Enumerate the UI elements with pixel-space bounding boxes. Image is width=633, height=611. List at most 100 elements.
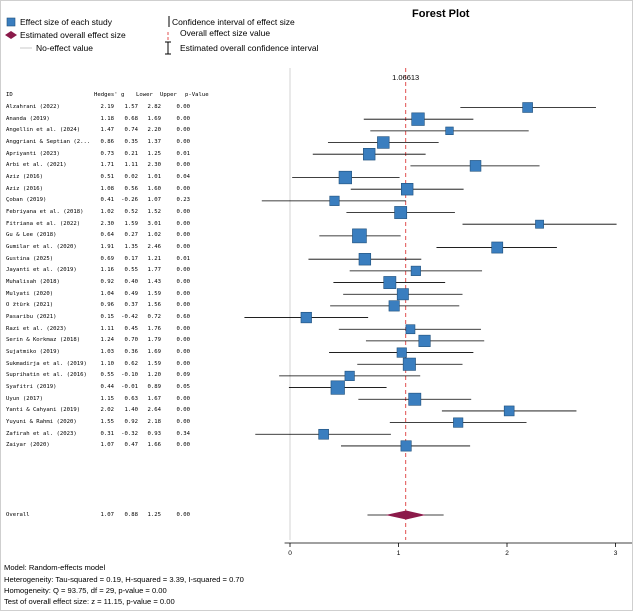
study-row-id: Febriyana et al. (2018) [6, 209, 84, 216]
study-row-upper: 2.20 [147, 127, 161, 134]
study-row-id: Gu & Lee (2018) [6, 232, 57, 239]
study-effect-box [338, 170, 352, 185]
legend-overall-ci-label: Estimated overall confidence interval [180, 43, 319, 53]
study-row-id: Zaiyar (2020) [6, 442, 50, 449]
study-effect-box [411, 112, 425, 126]
study-effect-box [503, 405, 515, 417]
study-row-g: 2.30 [100, 220, 114, 227]
study-row-id: Aziz (2016) [6, 174, 44, 181]
study-row-g: 0.86 [100, 139, 114, 145]
study-effect-box [522, 102, 533, 113]
study-row-upper: 2.18 [147, 419, 161, 426]
study-row-g: 0.73 [100, 150, 114, 157]
study-row-lower: 0.62 [124, 360, 138, 367]
study-row-p: 0.04 [176, 174, 190, 181]
study-row-p: 0.34 [176, 430, 190, 437]
study-row-upper: 1.52 [147, 209, 161, 216]
study-row-p: 0.00 [176, 395, 190, 402]
study-effect-box [388, 300, 400, 312]
study-row-lower: 0.35 [124, 139, 138, 145]
study-row-lower: 0.27 [124, 232, 138, 239]
study-row-p: 0.00 [176, 104, 190, 110]
study-row-p: 0.00 [176, 290, 190, 297]
study-effect-box [394, 206, 408, 219]
study-effect-box [408, 392, 422, 406]
study-row-p: 0.00 [176, 360, 190, 367]
overall-row-p: 0.00 [176, 511, 190, 518]
study-row-lower: -0.10 [121, 372, 138, 379]
study-row-lower: -0.32 [121, 430, 138, 437]
study-row-p: 0.01 [176, 150, 190, 157]
column-header-upper: Upper [160, 92, 177, 98]
overall-row-upper: 1.25 [147, 511, 161, 518]
study-row-p: 0.00 [176, 232, 190, 239]
study-effect-box [469, 160, 482, 172]
study-row-g: 0.69 [100, 255, 114, 262]
study-row-upper: 1.67 [147, 395, 161, 402]
x-tick-label: 1 [397, 550, 401, 557]
study-row-g: 2.19 [100, 104, 114, 110]
study-row-g: 1.11 [100, 325, 114, 332]
study-row-p: 0.60 [176, 314, 190, 321]
study-row-g: 1.03 [100, 349, 114, 356]
study-row-g: 0.41 [100, 197, 114, 204]
study-row-p: 0.05 [176, 384, 190, 391]
study-row-id: Yanti & Cahyani (2019) [6, 407, 81, 414]
study-row-id: Arbi et al. (2021) [6, 162, 67, 169]
study-row-g: 1.18 [100, 115, 114, 122]
study-row-p: 0.00 [176, 185, 190, 192]
legend-overall-diamond [5, 31, 17, 39]
study-row-upper: 1.59 [147, 290, 161, 297]
column-header-g: Hedges' g [94, 92, 125, 98]
study-row-lower: 0.56 [124, 185, 138, 192]
study-row-upper: 1.43 [147, 279, 161, 286]
study-row-p: 0.00 [176, 419, 190, 426]
study-row-lower: 1.59 [124, 220, 138, 227]
study-row-lower: 0.45 [124, 325, 138, 332]
study-row-g: 1.04 [100, 290, 114, 297]
footer-homogeneity: Homogeneity: Q = 93.75, df = 29, p-value… [4, 586, 167, 595]
study-row-id: Serin & Korkmaz (2018) [6, 337, 81, 344]
study-row-p: 0.01 [176, 255, 190, 262]
footer-model: Model: Random-effects model [4, 563, 106, 572]
study-row-id: Gustina (2025) [6, 255, 54, 262]
study-row-lower: 0.36 [124, 349, 138, 356]
legend-overall-value-label: Overall effect size value [180, 28, 271, 38]
column-header-id: ID [6, 92, 13, 98]
study-row-upper: 1.69 [147, 349, 161, 356]
study-row-g: 0.92 [100, 279, 114, 286]
study-effect-box [363, 148, 376, 161]
study-row-upper: 1.37 [147, 139, 161, 145]
overall-row-g: 1.07 [100, 511, 114, 518]
footer-heterogeneity: Heterogeneity: Tau-squared = 0.19, H-squ… [4, 575, 244, 584]
legend-study-box [6, 17, 16, 27]
study-row-upper: 1.56 [147, 302, 161, 309]
study-row-lower: 0.74 [124, 127, 138, 134]
study-row-g: 1.16 [100, 267, 114, 274]
study-effect-box [300, 311, 312, 324]
column-header-p: p-Value [185, 92, 209, 98]
study-row-upper: 1.60 [147, 185, 161, 192]
study-row-upper: 3.01 [147, 220, 161, 227]
study-row-g: 1.10 [100, 360, 114, 367]
study-row-id: Pasaribu (2021) [6, 314, 57, 321]
study-row-lower: 0.52 [124, 209, 138, 216]
study-row-lower: 0.21 [124, 150, 138, 157]
study-row-upper: 1.20 [147, 372, 161, 379]
study-row-id: Fitriana et al. (2022) [6, 220, 81, 227]
column-header-lower: Lower [136, 92, 153, 98]
study-effect-box [396, 347, 407, 358]
study-row-upper: 1.59 [147, 360, 161, 367]
study-row-upper: 1.01 [147, 174, 161, 181]
study-row-upper: 1.07 [147, 197, 161, 204]
study-row-upper: 2.46 [147, 244, 161, 251]
study-row-upper: 1.69 [147, 115, 161, 122]
study-effect-box [453, 417, 464, 428]
legend-ci-label: Confidence interval of effect size [172, 17, 295, 27]
study-row-p: 0.09 [176, 372, 190, 379]
study-row-lower: 0.37 [124, 302, 138, 309]
study-row-lower: 0.02 [124, 174, 138, 181]
x-tick-label: 3 [614, 550, 618, 557]
study-row-g: 1.24 [100, 337, 114, 344]
